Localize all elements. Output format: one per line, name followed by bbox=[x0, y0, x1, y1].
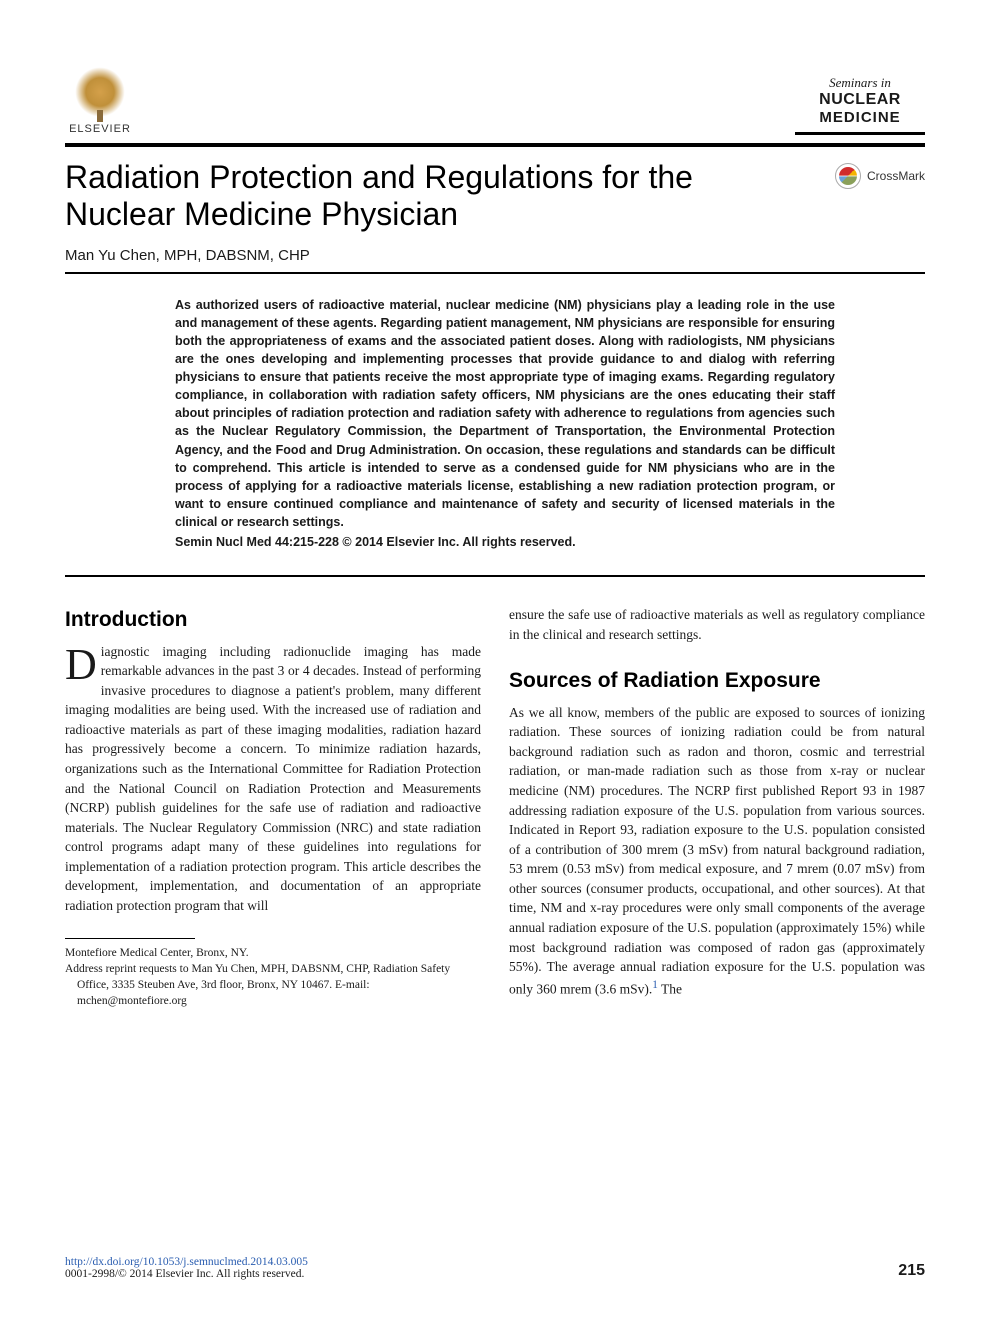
body-columns: Introduction Diagnostic imaging includin… bbox=[65, 605, 925, 1009]
page-footer: http://dx.doi.org/10.1053/j.semnuclmed.2… bbox=[65, 1256, 925, 1280]
elsevier-tree-icon bbox=[75, 67, 125, 117]
abstract-block: As authorized users of radioactive mater… bbox=[65, 282, 925, 560]
intro-paragraph: Diagnostic imaging including radionuclid… bbox=[65, 642, 481, 916]
footnote-rule bbox=[65, 938, 195, 939]
correspondence-footnote: Address reprint requests to Man Yu Chen,… bbox=[65, 961, 481, 1009]
crossmark-badge[interactable]: CrossMark bbox=[835, 163, 925, 189]
journal-name-line2: NUCLEAR bbox=[795, 91, 925, 109]
abstract-rule bbox=[65, 575, 925, 577]
column-left: Introduction Diagnostic imaging includin… bbox=[65, 605, 481, 1009]
journal-name-line1: Seminars in bbox=[795, 75, 925, 91]
journal-masthead: Seminars in NUCLEAR MEDICINE bbox=[795, 75, 925, 135]
sources-body-a: As we all know, members of the public ar… bbox=[509, 705, 925, 996]
column-right: ensure the safe use of radioactive mater… bbox=[509, 605, 925, 1009]
title-rule bbox=[65, 272, 925, 274]
sources-paragraph: As we all know, members of the public ar… bbox=[509, 703, 925, 999]
sources-body-b: The bbox=[658, 981, 682, 996]
crossmark-icon bbox=[835, 163, 861, 189]
crossmark-label: CrossMark bbox=[867, 169, 925, 183]
page-header: ELSEVIER Seminars in NUCLEAR MEDICINE bbox=[65, 60, 925, 135]
publisher-name: ELSEVIER bbox=[69, 123, 131, 135]
footer-left: http://dx.doi.org/10.1053/j.semnuclmed.2… bbox=[65, 1256, 308, 1280]
publisher-logo: ELSEVIER bbox=[65, 60, 135, 135]
issn-copyright: 0001-2998/© 2014 Elsevier Inc. All right… bbox=[65, 1268, 308, 1280]
title-row: Radiation Protection and Regulations for… bbox=[65, 159, 925, 233]
citation-line: Semin Nucl Med 44:215-228 © 2014 Elsevie… bbox=[175, 535, 835, 549]
header-rule bbox=[65, 143, 925, 147]
abstract-text: As authorized users of radioactive mater… bbox=[175, 296, 835, 532]
section-heading-introduction: Introduction bbox=[65, 605, 481, 635]
section-heading-sources: Sources of Radiation Exposure bbox=[509, 666, 925, 696]
page-number: 215 bbox=[898, 1262, 925, 1280]
intro-continuation: ensure the safe use of radioactive mater… bbox=[509, 605, 925, 644]
author-list: Man Yu Chen, MPH, DABSNM, CHP bbox=[65, 247, 925, 264]
article-title: Radiation Protection and Regulations for… bbox=[65, 159, 765, 233]
doi-link[interactable]: http://dx.doi.org/10.1053/j.semnuclmed.2… bbox=[65, 1256, 308, 1268]
affiliation-footnote: Montefiore Medical Center, Bronx, NY. bbox=[65, 945, 481, 961]
journal-name-line3: MEDICINE bbox=[795, 109, 925, 126]
